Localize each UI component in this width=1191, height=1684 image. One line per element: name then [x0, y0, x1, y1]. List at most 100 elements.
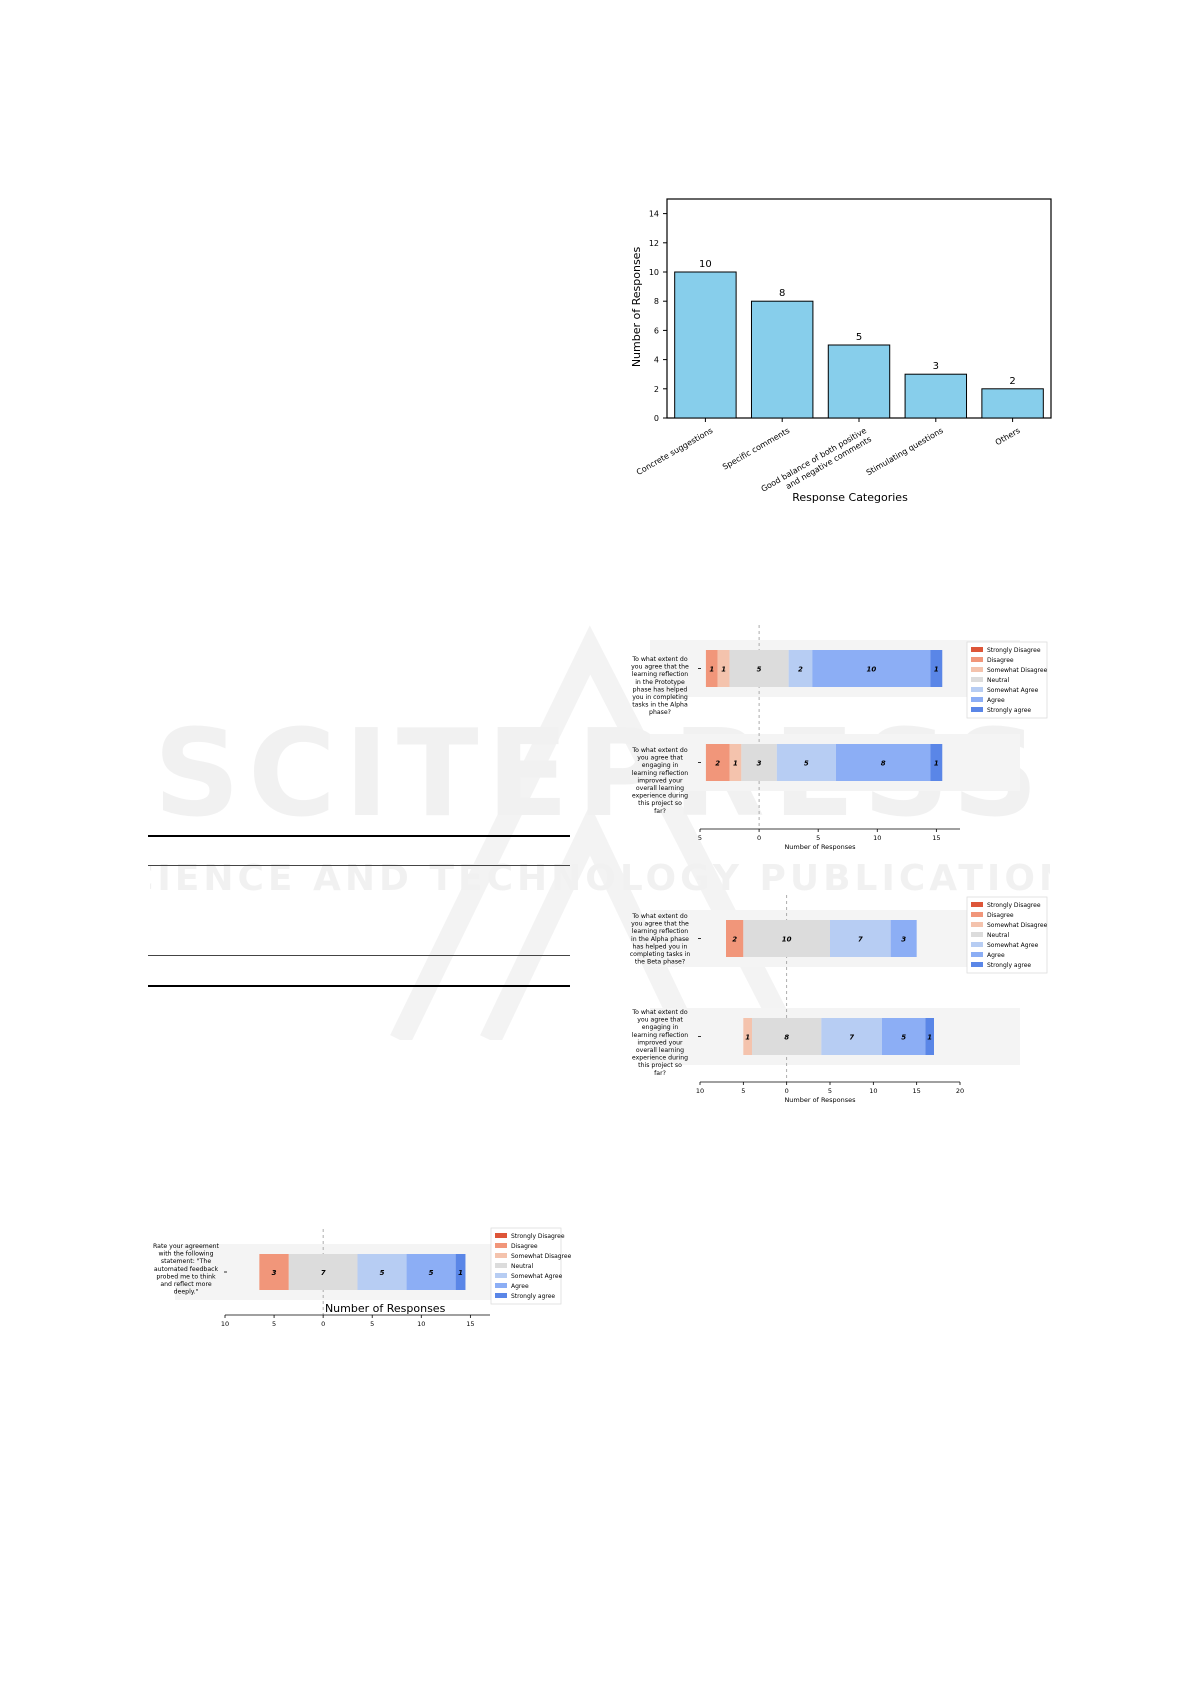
- likert-segment: [882, 1018, 926, 1055]
- likert-segment: [821, 1018, 882, 1055]
- likert-xtick-label: 10: [417, 1320, 425, 1328]
- likert-segment-label: 1: [709, 666, 714, 674]
- likert-xtick-label: 15: [466, 1320, 474, 1328]
- likert-legend-box: [966, 896, 1048, 974]
- likert-segment: [726, 920, 744, 957]
- likert-legend-label: Somewhat Agree: [987, 942, 1039, 949]
- likert-legend-swatch: [495, 1243, 507, 1248]
- likert-segment-label: 3: [757, 760, 762, 768]
- likert-segment-label: 2: [798, 666, 803, 674]
- bar-chart-ytick-label: 4: [654, 356, 659, 365]
- likert-segment-label: 1: [745, 1034, 750, 1042]
- table-header-rule: [148, 865, 570, 866]
- bar: [981, 388, 1044, 419]
- likert-segment: [930, 744, 943, 781]
- likert-legend-label: Neutral: [987, 932, 1009, 939]
- likert-legend-label: Strongly agree: [511, 1293, 555, 1300]
- bar-chart-xtick-label: Others: [994, 426, 1022, 447]
- bar-chart-ytick-label: 12: [649, 239, 659, 248]
- likert-segment: [830, 920, 891, 957]
- bar-data-label: 10: [699, 259, 712, 270]
- likert-legend-label: Somewhat Agree: [511, 1273, 563, 1280]
- likert-xtick-label: 20: [956, 1087, 964, 1095]
- likert-segment-label: 1: [458, 1269, 463, 1277]
- bar: [750, 300, 814, 419]
- table-top-rule: [148, 835, 570, 837]
- likert-segment-label: 5: [429, 1269, 434, 1277]
- table-bottom-rule: [148, 985, 570, 987]
- watermark-logo-icon: [390, 625, 800, 1040]
- likert-xtick-label: 0: [757, 834, 761, 842]
- bar-chart-ylabel: Number of Responses: [630, 247, 643, 368]
- likert-segment-label: 2: [732, 936, 737, 944]
- bar-data-label: 3: [933, 361, 939, 372]
- likert-segment-label: 1: [934, 666, 939, 674]
- likert-segment-label: 8: [784, 1034, 789, 1042]
- likert-legend-label: Somewhat Disagree: [511, 1253, 572, 1260]
- likert-segment-label: 7: [321, 1269, 326, 1277]
- watermark-brand: SCITEPRESS: [154, 705, 1047, 844]
- likert-segment: [705, 744, 730, 781]
- likert-legend-swatch: [495, 1233, 507, 1238]
- likert-legend-label: Agree: [987, 697, 1005, 704]
- likert-legend-swatch: [971, 687, 983, 692]
- likert-legend-swatch: [971, 902, 983, 907]
- likert-legend-swatch: [971, 922, 983, 927]
- likert-question-label: To what extent do you agree that the learn…: [630, 913, 691, 966]
- likert-legend-swatch: [971, 677, 983, 682]
- likert-legend-swatch: [495, 1253, 507, 1258]
- likert-segment: [259, 1254, 289, 1290]
- likert-segment-label: 5: [901, 1034, 906, 1042]
- likert-segment: [288, 1254, 358, 1290]
- likert-xtick-label: 10: [221, 1320, 229, 1328]
- bar-chart-xlabel: Response Categories: [792, 491, 908, 504]
- bar-chart-frame: [666, 198, 1052, 419]
- likert-legend-swatch: [971, 932, 983, 937]
- likert-segment-label: 10: [782, 936, 792, 944]
- likert-segment: [776, 744, 836, 781]
- likert-legend-swatch: [495, 1293, 507, 1298]
- likert-legend-swatch: [495, 1273, 507, 1278]
- likert-legend-label: Disagree: [987, 912, 1014, 919]
- likert-segment: [717, 650, 730, 687]
- watermark: SCITEPRESS SCIENCE AND TECHNOLOGY PUBLIC…: [150, 625, 1050, 1040]
- likert-segment-label: 3: [901, 936, 906, 944]
- likert-segment: [729, 744, 742, 781]
- likert-legend-label: Strongly Disagree: [511, 1233, 565, 1240]
- likert-segment-label: 5: [757, 666, 762, 674]
- likert-legend-swatch: [495, 1283, 507, 1288]
- likert-segment: [455, 1254, 466, 1290]
- likert-segment-label: 5: [380, 1269, 385, 1277]
- likert-legend-label: Agree: [511, 1283, 529, 1290]
- likert-legend-swatch: [971, 667, 983, 672]
- likert-segment-label: 3: [272, 1269, 277, 1277]
- likert-segment: [743, 1018, 752, 1055]
- likert-xtick-label: 10: [873, 834, 881, 842]
- bar-chart-xtick-label: Good balance of both positiveand negativ…: [760, 426, 873, 502]
- bar-data-label: 8: [779, 288, 785, 299]
- likert-row-band: [650, 640, 1020, 697]
- likert-segment-label: 7: [858, 936, 863, 944]
- likert-xtick-label: 5: [741, 1087, 745, 1095]
- likert-segment-label: 1: [927, 1034, 932, 1042]
- likert-row-band: [650, 734, 1020, 791]
- likert-legend-label: Strongly agree: [987, 962, 1031, 969]
- likert-segment-label: 1: [721, 666, 726, 674]
- likert-segment-label: 5: [804, 760, 809, 768]
- bar-chart-ytick-label: 2: [654, 385, 659, 394]
- bar-data-label: 2: [1009, 376, 1015, 387]
- likert-legend-box: [490, 1227, 562, 1305]
- bar: [904, 373, 968, 419]
- likert-legend-label: Disagree: [987, 657, 1014, 664]
- likert-row-band: [650, 1008, 1020, 1065]
- likert-xtick-label: 5: [698, 834, 702, 842]
- likert-legend-swatch: [971, 952, 983, 957]
- bar-chart-ytick-label: 10: [649, 268, 659, 277]
- likert-segment: [788, 650, 813, 687]
- likert-legend-swatch: [971, 697, 983, 702]
- likert-segment: [835, 744, 931, 781]
- likert-segment: [812, 650, 931, 687]
- bar-chart-ytick-label: 14: [649, 210, 659, 219]
